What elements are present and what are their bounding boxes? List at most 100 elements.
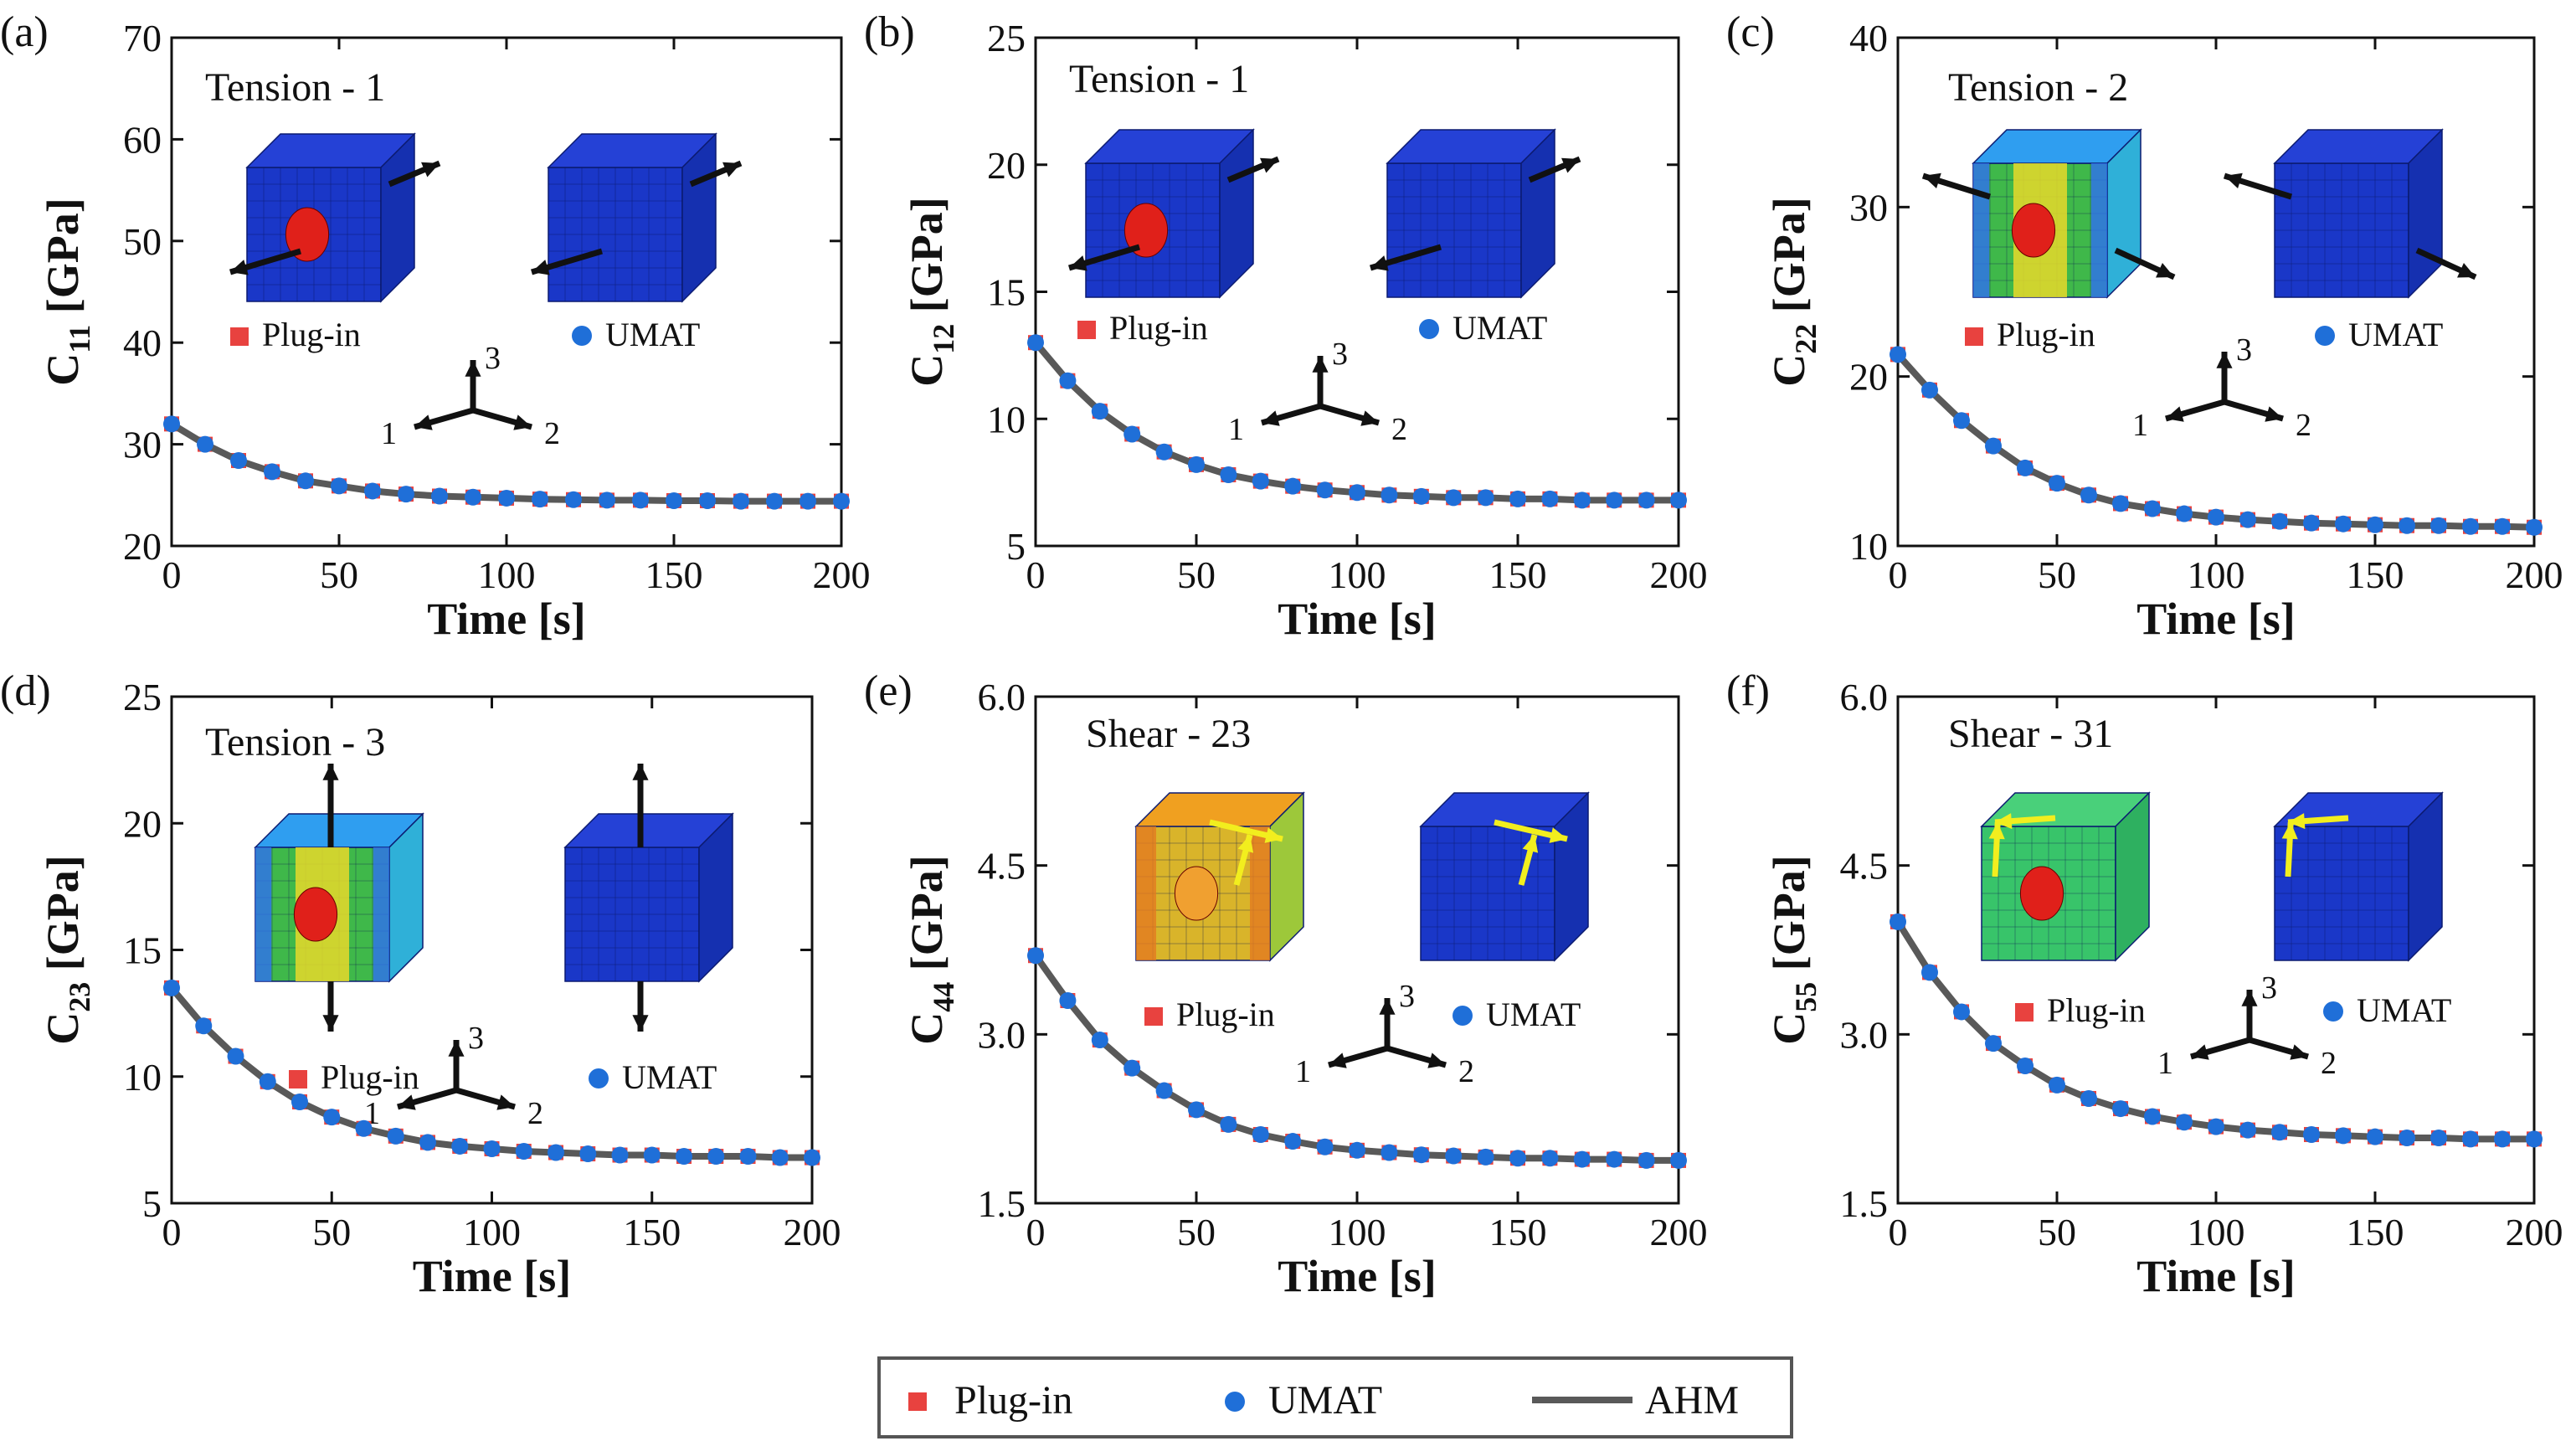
shear-arrow (2281, 821, 2298, 877)
umat-point (515, 1142, 532, 1160)
chart-panel-1: (a) 20 30 40 50 60 70 0 50 100 150 200 Time [s] C11 [… (0, 8, 871, 644)
arrow-head (2224, 172, 2243, 189)
x-tick-label: 0 (162, 1211, 182, 1253)
umat-point (733, 492, 749, 510)
triad-label-2: 2 (1458, 1054, 1474, 1089)
fiber-cross-section (2019, 866, 2064, 921)
x-tick-label: 150 (2347, 1211, 2404, 1253)
load-arrow (322, 764, 339, 847)
ahm-series-line (1032, 340, 1679, 504)
arrow-head (1360, 410, 1379, 426)
umat-point (364, 482, 381, 500)
load-arrow (2415, 247, 2477, 280)
umat-point (451, 1137, 469, 1155)
umat-point (707, 1148, 725, 1166)
y-tick-label: 4.5 (1840, 845, 1889, 888)
umat-point (1638, 491, 1655, 509)
inset-plugin-label: Plug-in (1176, 996, 1275, 1033)
y-label-subscript: 23 (63, 982, 96, 1012)
arrow-head (513, 414, 532, 430)
umat-point (323, 1109, 341, 1126)
umat-point (1027, 947, 1044, 965)
x-axis-label: Time [s] (413, 1251, 571, 1301)
x-tick-label: 150 (1489, 1211, 1547, 1253)
umat-point (1638, 1151, 1655, 1169)
load-case-title: Shear - 23 (1086, 712, 1251, 756)
umat-point (2176, 1114, 2193, 1131)
triad-label-2: 2 (2296, 408, 2311, 443)
umat-point (1985, 1035, 2002, 1052)
y-tick-label: 10 (123, 1056, 162, 1099)
y-axis-label: C11 [GPa] (38, 198, 96, 385)
load-arrow (2114, 247, 2176, 280)
umat-point (2208, 508, 2224, 526)
umat-point (565, 491, 582, 508)
arrow-head (632, 764, 649, 780)
triad-axis-1 (1328, 1045, 1388, 1068)
x-tick-label: 200 (1650, 1211, 1708, 1253)
umat-point (579, 1145, 597, 1163)
umat-point (2080, 486, 2097, 504)
triad-label-3: 3 (1399, 979, 1415, 1014)
umat-point (2271, 1124, 2288, 1141)
x-tick-label: 200 (2506, 553, 2563, 596)
umat-point (355, 1119, 373, 1137)
arrow-head (322, 764, 339, 780)
load-arrow (388, 160, 441, 188)
umat-point (2017, 1057, 2034, 1074)
umat-point (230, 452, 247, 470)
x-tick-label: 100 (1329, 553, 1386, 596)
shear-arrow (1233, 834, 1254, 886)
legend-plugin-label: Plug-in (954, 1378, 1072, 1423)
y-tick-label: 70 (123, 17, 162, 59)
arrow-head (2191, 1044, 2209, 1060)
x-tick-label: 50 (312, 1211, 351, 1253)
x-tick-label: 100 (478, 553, 536, 596)
x-axis-label: Time [s] (1278, 594, 1436, 644)
arrow-head (1260, 157, 1278, 173)
cube-side-face (698, 812, 733, 983)
y-label-main: C (902, 354, 952, 387)
y-label-subscript: 55 (1789, 982, 1823, 1012)
legend-plugin-marker (908, 1392, 927, 1411)
inset-umat-marker (1453, 1006, 1473, 1026)
triad-axis-3 (1312, 356, 1329, 406)
umat-point (2271, 512, 2288, 530)
umat-point (264, 463, 280, 481)
arrow-head (2241, 990, 2258, 1006)
umat-point (2399, 517, 2415, 534)
umat-point (599, 491, 615, 509)
umat-point (1349, 484, 1365, 502)
umat-point (2112, 1100, 2129, 1118)
fiber-cross-section (1123, 203, 1169, 258)
y-tick-label: 40 (1849, 17, 1888, 59)
load-arrow (689, 160, 743, 188)
arrow-head (1379, 998, 1396, 1015)
inset-umat-label: UMAT (1453, 309, 1547, 347)
umat-point (431, 487, 448, 505)
x-axis-label: Time [s] (2136, 594, 2295, 644)
umat-point (1921, 381, 1938, 399)
fiber-cross-section (293, 887, 338, 942)
homogenized-cube (1419, 791, 1590, 962)
umat-point (1252, 472, 1269, 490)
umat-point (2144, 1108, 2161, 1125)
arrow-head (2290, 1044, 2308, 1060)
x-tick-label: 100 (1329, 1211, 1386, 1253)
load-arrow (1226, 156, 1280, 183)
cube-front-face (564, 847, 700, 982)
y-tick-label: 10 (1849, 525, 1888, 568)
y-tick-label: 20 (987, 144, 1026, 187)
triad-label-3: 3 (468, 1021, 484, 1056)
umat-point (2526, 1130, 2543, 1148)
y-label-subscript: 11 (63, 325, 96, 353)
shear-arrow (1988, 821, 2005, 877)
load-arrow (1068, 244, 1140, 271)
y-tick-label: 20 (1849, 356, 1888, 399)
y-tick-label: 4.5 (978, 845, 1026, 888)
triad-label-2: 2 (1391, 412, 1407, 447)
arrow-head (2288, 813, 2306, 830)
inset-plugin-label: Plug-in (1109, 309, 1208, 347)
arrow-head (532, 260, 550, 275)
x-tick-label: 50 (320, 553, 358, 596)
